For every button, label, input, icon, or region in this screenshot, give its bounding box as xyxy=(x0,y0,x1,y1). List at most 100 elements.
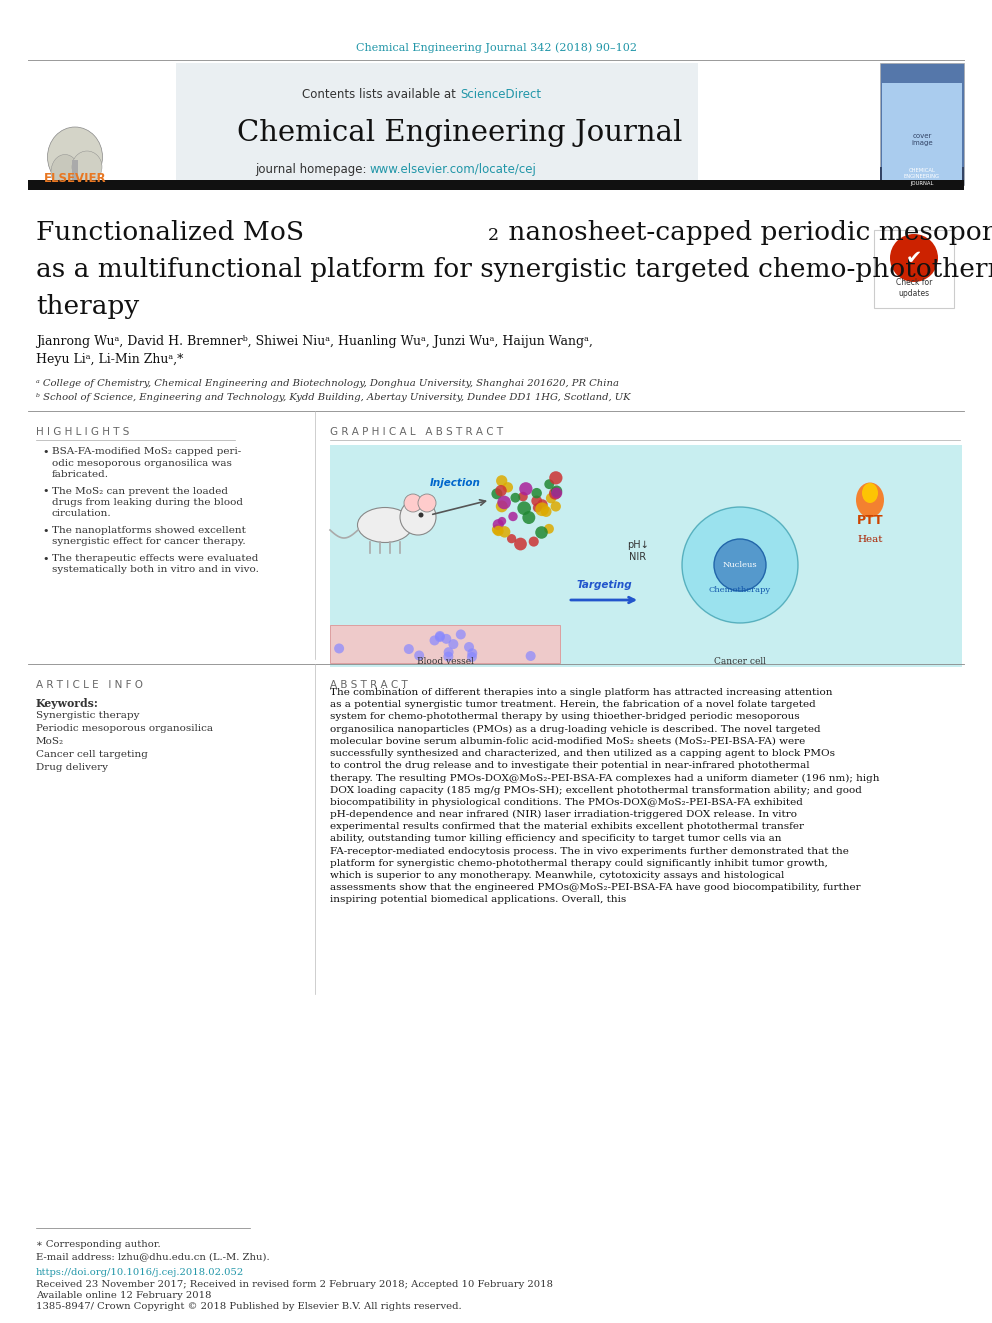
Text: Synergistic therapy: Synergistic therapy xyxy=(36,710,140,720)
Circle shape xyxy=(404,644,414,654)
Circle shape xyxy=(508,512,518,521)
Text: Chemotherapy: Chemotherapy xyxy=(709,586,771,594)
Circle shape xyxy=(415,651,425,660)
Text: FA-receptor-mediated endocytosis process. The in vivo experiments further demons: FA-receptor-mediated endocytosis process… xyxy=(330,847,849,856)
Circle shape xyxy=(533,503,542,512)
Text: Received 23 November 2017; Received in revised form 2 February 2018; Accepted 10: Received 23 November 2017; Received in r… xyxy=(36,1279,553,1289)
Text: Available online 12 February 2018: Available online 12 February 2018 xyxy=(36,1291,211,1301)
Text: ∗ Corresponding author.: ∗ Corresponding author. xyxy=(36,1240,161,1249)
Text: odic mesoporous organosilica was: odic mesoporous organosilica was xyxy=(52,459,232,467)
Text: Check for
updates: Check for updates xyxy=(896,278,932,299)
Bar xyxy=(330,624,560,663)
Text: platform for synergistic chemo-photothermal therapy could significantly inhibit : platform for synergistic chemo-photother… xyxy=(330,859,828,868)
Circle shape xyxy=(496,475,507,487)
Circle shape xyxy=(536,503,549,516)
Text: https://doi.org/10.1016/j.cej.2018.02.052: https://doi.org/10.1016/j.cej.2018.02.05… xyxy=(36,1267,244,1277)
Text: •: • xyxy=(42,554,49,564)
Bar xyxy=(880,167,964,185)
Text: fabricated.: fabricated. xyxy=(52,470,109,479)
Text: journal homepage:: journal homepage: xyxy=(255,164,370,176)
Bar xyxy=(880,64,964,185)
Circle shape xyxy=(541,507,552,517)
Circle shape xyxy=(467,648,477,659)
Text: Blood vessel: Blood vessel xyxy=(417,656,473,665)
Circle shape xyxy=(519,482,533,495)
Circle shape xyxy=(551,486,562,496)
Text: organosilica nanoparticles (PMOs) as a drug-loading vehicle is described. The no: organosilica nanoparticles (PMOs) as a d… xyxy=(330,725,820,734)
Text: Periodic mesoporous organosilica: Periodic mesoporous organosilica xyxy=(36,724,213,733)
Text: Keywords:: Keywords: xyxy=(36,699,99,709)
Text: Functionalized MoS: Functionalized MoS xyxy=(36,220,304,245)
Circle shape xyxy=(545,479,555,490)
Circle shape xyxy=(499,527,511,537)
Circle shape xyxy=(523,511,536,524)
Text: Injection: Injection xyxy=(430,478,480,488)
Circle shape xyxy=(546,493,557,503)
Circle shape xyxy=(890,234,938,282)
Text: Nucleus: Nucleus xyxy=(723,561,757,569)
Text: A R T I C L E   I N F O: A R T I C L E I N F O xyxy=(36,680,143,691)
Text: BSA-FA-modified MoS₂ capped peri-: BSA-FA-modified MoS₂ capped peri- xyxy=(52,447,241,456)
Circle shape xyxy=(334,643,344,654)
Ellipse shape xyxy=(72,151,102,183)
Text: ScienceDirect: ScienceDirect xyxy=(460,89,541,102)
Bar xyxy=(882,83,962,183)
Circle shape xyxy=(443,652,453,662)
Text: to control the drug release and to investigate their potential in near-infrared : to control the drug release and to inves… xyxy=(330,761,809,770)
Bar xyxy=(28,64,176,185)
Text: successfully synthesized and characterized, and then utilized as a capping agent: successfully synthesized and characteriz… xyxy=(330,749,835,758)
Text: systematically both in vitro and in vivo.: systematically both in vitro and in vivo… xyxy=(52,565,259,574)
Circle shape xyxy=(503,482,513,492)
Circle shape xyxy=(532,488,542,499)
Circle shape xyxy=(507,534,516,544)
Text: •: • xyxy=(42,447,49,456)
Circle shape xyxy=(419,512,424,517)
Text: G R A P H I C A L   A B S T R A C T: G R A P H I C A L A B S T R A C T xyxy=(330,427,503,437)
Circle shape xyxy=(532,496,542,507)
Text: Chemical Engineering Journal 342 (2018) 90–102: Chemical Engineering Journal 342 (2018) … xyxy=(355,42,637,53)
Circle shape xyxy=(551,501,560,512)
Text: which is superior to any monotherapy. Meanwhile, cytotoxicity assays and histolo: which is superior to any monotherapy. Me… xyxy=(330,871,785,880)
Text: molecular bovine serum albumin-folic acid-modified MoS₂ sheets (MoS₂-PEI-BSA-FA): molecular bovine serum albumin-folic aci… xyxy=(330,737,806,746)
Text: Contents lists available at: Contents lists available at xyxy=(303,89,460,102)
Circle shape xyxy=(430,635,439,646)
Text: pH↓: pH↓ xyxy=(627,540,649,550)
Text: A B S T R A C T: A B S T R A C T xyxy=(330,680,408,691)
Circle shape xyxy=(498,517,506,525)
Circle shape xyxy=(491,488,502,499)
Circle shape xyxy=(404,493,422,512)
Text: www.elsevier.com/locate/cej: www.elsevier.com/locate/cej xyxy=(370,164,537,176)
Circle shape xyxy=(455,630,466,639)
Text: as a multifunctional platform for synergistic targeted chemo-photothermal: as a multifunctional platform for synerg… xyxy=(36,257,992,282)
Text: inspiring potential biomedical applications. Overall, this: inspiring potential biomedical applicati… xyxy=(330,896,626,905)
Circle shape xyxy=(496,500,508,512)
Circle shape xyxy=(493,519,504,531)
Circle shape xyxy=(492,524,503,534)
Circle shape xyxy=(400,499,436,534)
Bar xyxy=(330,445,962,667)
Text: E-mail address: lzhu@dhu.edu.cn (L.-M. Zhu).: E-mail address: lzhu@dhu.edu.cn (L.-M. Z… xyxy=(36,1252,270,1261)
Circle shape xyxy=(434,632,444,642)
Text: The combination of different therapies into a single platform has attracted incr: The combination of different therapies i… xyxy=(330,688,832,697)
Text: CHEMICAL
ENGINEERING
JOURNAL: CHEMICAL ENGINEERING JOURNAL xyxy=(904,168,940,187)
Circle shape xyxy=(441,634,451,644)
Text: The therapeutic effects were evaluated: The therapeutic effects were evaluated xyxy=(52,554,258,564)
Text: •: • xyxy=(42,487,49,496)
Circle shape xyxy=(526,651,536,662)
Text: Heyu Liᵃ, Li-Min Zhuᵃ,*: Heyu Liᵃ, Li-Min Zhuᵃ,* xyxy=(36,353,184,366)
Text: Cancer cell targeting: Cancer cell targeting xyxy=(36,750,148,759)
Text: experimental results confirmed that the material exhibits excellent photothermal: experimental results confirmed that the … xyxy=(330,822,804,831)
Text: therapy: therapy xyxy=(36,294,139,319)
Circle shape xyxy=(550,471,562,484)
Text: Targeting: Targeting xyxy=(576,579,632,590)
Bar xyxy=(28,64,698,185)
Text: 1385-8947/ Crown Copyright © 2018 Published by Elsevier B.V. All rights reserved: 1385-8947/ Crown Copyright © 2018 Publis… xyxy=(36,1302,461,1311)
Ellipse shape xyxy=(357,508,413,542)
Ellipse shape xyxy=(856,483,884,517)
Ellipse shape xyxy=(51,155,79,189)
Text: ᵇ School of Science, Engineering and Technology, Kydd Building, Abertay Universi: ᵇ School of Science, Engineering and Tec… xyxy=(36,393,631,402)
Text: Chemical Engineering Journal: Chemical Engineering Journal xyxy=(237,119,682,147)
Text: system for chemo-photothermal therapy by using thioether-bridged periodic mesopo: system for chemo-photothermal therapy by… xyxy=(330,712,800,721)
Text: Jianrong Wuᵃ, David H. Bremnerᵇ, Shiwei Niuᵃ, Huanling Wuᵃ, Junzi Wuᵃ, Haijun Wa: Jianrong Wuᵃ, David H. Bremnerᵇ, Shiwei … xyxy=(36,335,593,348)
Circle shape xyxy=(549,487,561,500)
